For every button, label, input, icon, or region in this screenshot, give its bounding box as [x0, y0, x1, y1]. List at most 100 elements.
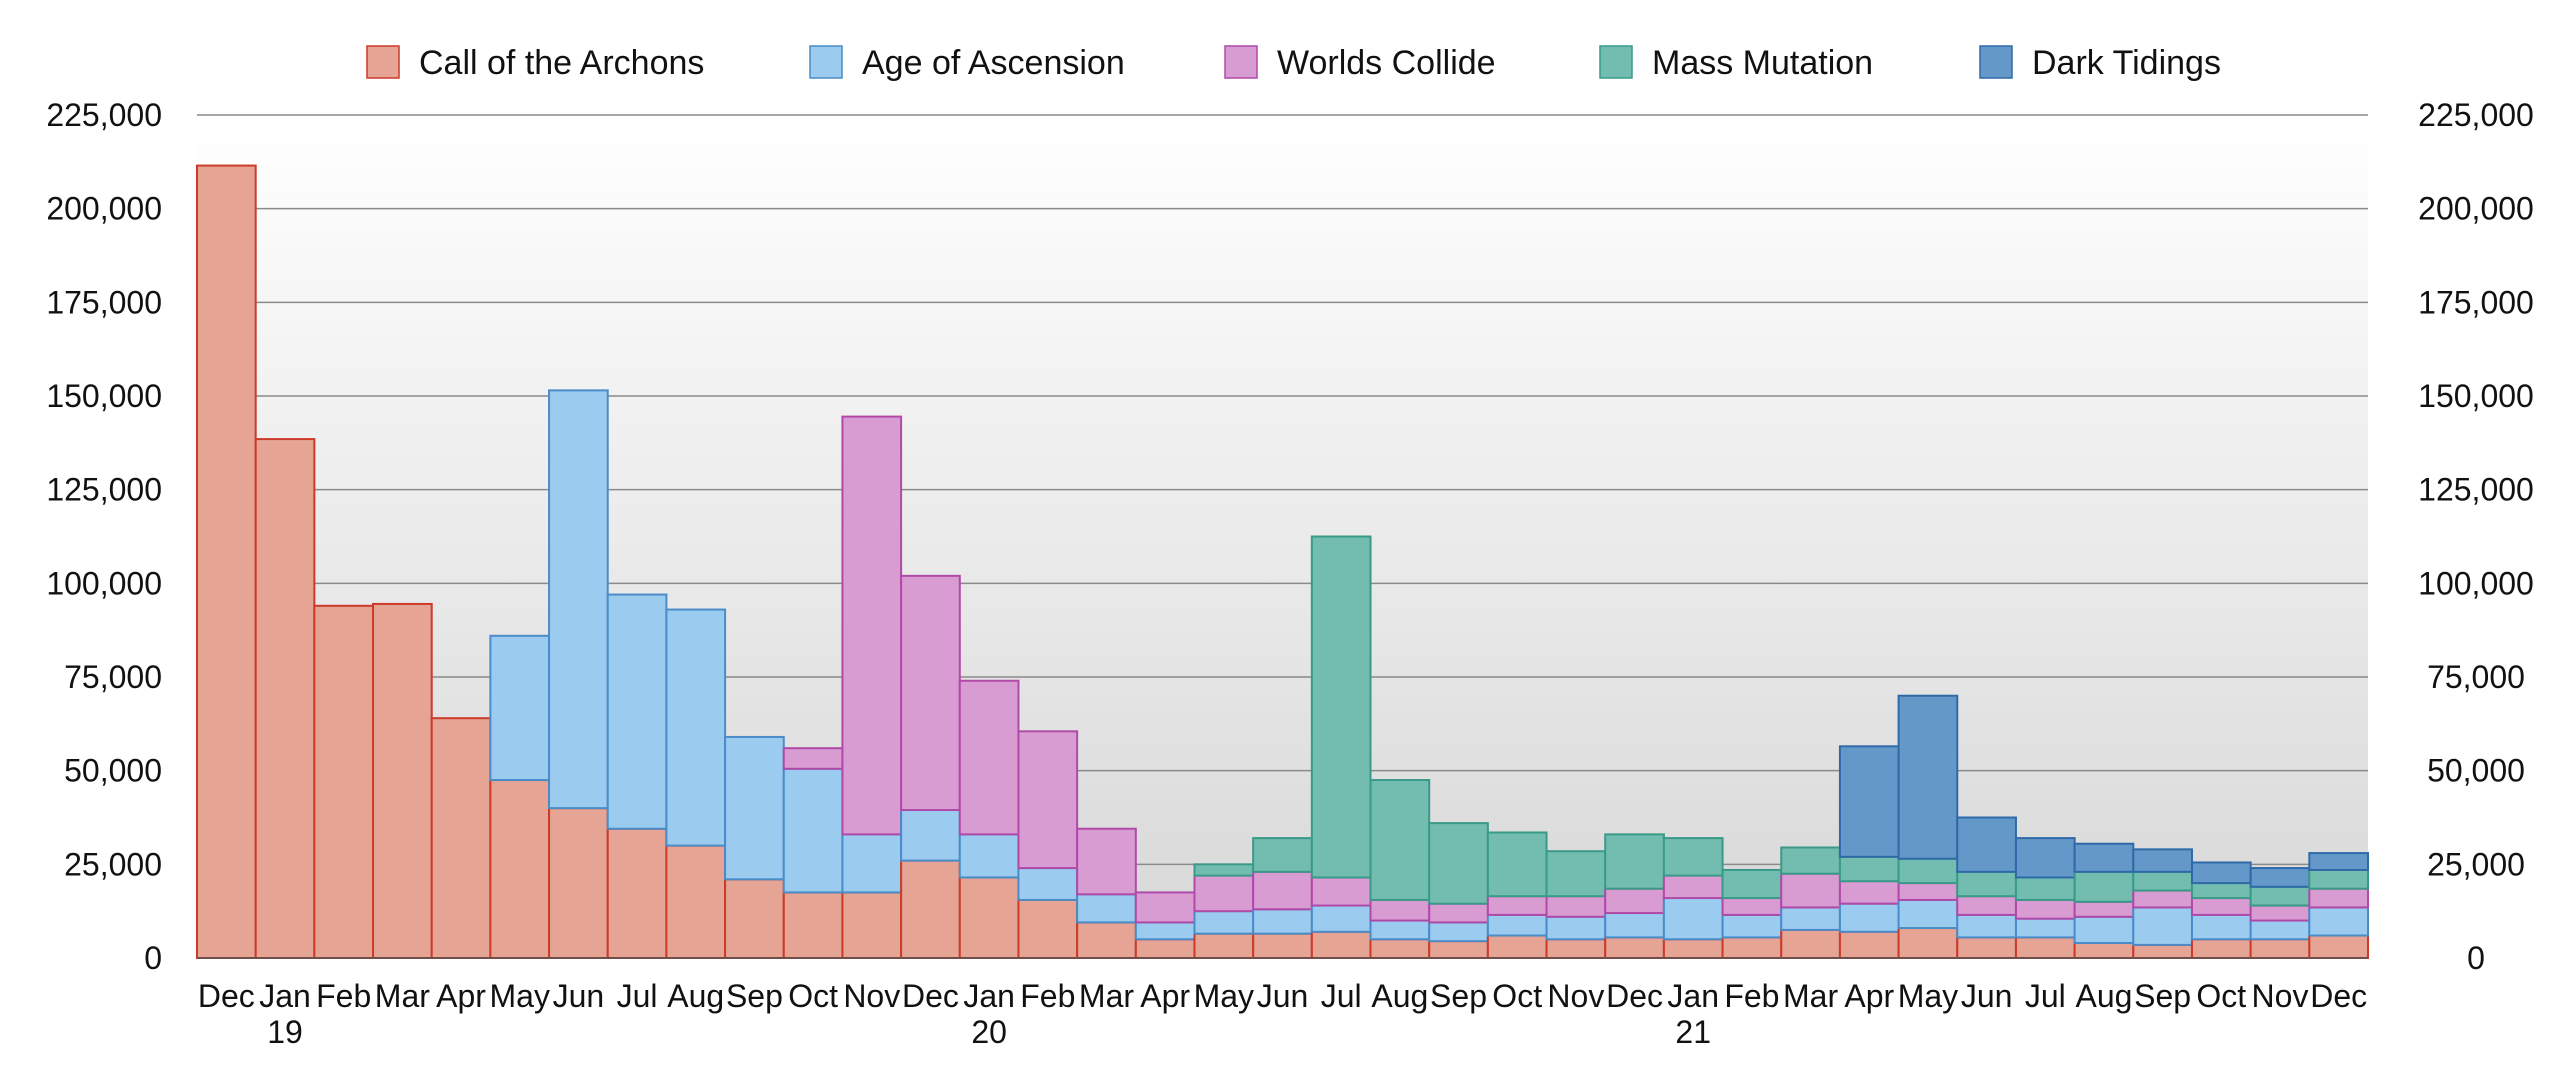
x-tick-label: Oct: [788, 978, 838, 1014]
bar-segment: [1662, 938, 1724, 960]
bar-segment: [1369, 779, 1431, 901]
bar-segment: [2073, 870, 2135, 903]
bar-segment: [1369, 938, 1431, 960]
x-tick-label: Mar: [1079, 978, 1134, 1014]
bar-segment: [1252, 932, 1313, 960]
y-tick-label-right: 75,000: [2427, 659, 2525, 695]
bar-segment: [1604, 936, 1665, 960]
x-tick-label: Oct: [1492, 978, 1542, 1014]
bar-segment: [1956, 895, 2017, 916]
y-tick-label-left: 200,000: [46, 191, 162, 227]
x-tick-label: Aug: [1371, 978, 1428, 1014]
legend-swatch: [1979, 45, 2013, 79]
bar-segment: [1486, 831, 1548, 898]
x-tick-label: Dec: [902, 978, 959, 1014]
bar-segment: [900, 809, 961, 862]
bar-segment: [2190, 882, 2252, 900]
bar-segment: [1956, 870, 2017, 898]
x-year-label: 19: [267, 1014, 303, 1050]
bar-segment: [1897, 694, 1959, 860]
bar-segment: [2014, 837, 2076, 879]
x-tick-label: Sep: [726, 978, 783, 1014]
bar-segment: [1428, 822, 1489, 905]
bar-segment: [1193, 910, 1255, 935]
x-tick-label: Jun: [553, 978, 605, 1014]
x-tick-label: Feb: [1724, 978, 1779, 1014]
x-year-label: 20: [971, 1014, 1007, 1050]
bar-segment: [1076, 893, 1137, 924]
bar-segment: [1838, 880, 1900, 905]
bar-segment: [1956, 936, 2017, 960]
legend-label: Worlds Collide: [1277, 44, 1496, 82]
x-tick-label: Apr: [1140, 978, 1190, 1014]
bar-segment: [2308, 934, 2370, 960]
x-tick-label: Nov: [843, 978, 900, 1014]
bar-segment: [1662, 874, 1724, 900]
bar-segment: [1545, 938, 1607, 960]
bar-segment: [1662, 837, 1724, 877]
bar-segment: [900, 574, 961, 812]
bar-segment: [2249, 885, 2311, 907]
bar-segment: [1838, 930, 1900, 960]
bar-segment: [1310, 904, 1372, 933]
bar-segment: [1428, 940, 1489, 960]
bar-segment: [1017, 730, 1079, 870]
bar-segment: [489, 634, 551, 782]
y-tick-label-right: 225,000: [2418, 97, 2534, 133]
y-tick-label-left: 225,000: [46, 97, 162, 133]
bar-segment: [1662, 897, 1724, 941]
x-tick-label: Feb: [1020, 978, 1075, 1014]
bar-segment: [1252, 908, 1313, 935]
legend-swatch: [809, 45, 843, 79]
bar-segment: [372, 602, 433, 959]
bar-segment: [2073, 842, 2135, 873]
bar-segment: [254, 438, 316, 959]
bar-segment: [2014, 898, 2076, 920]
y-tick-label-right: 150,000: [2418, 378, 2534, 414]
bar-segment: [1838, 902, 1900, 933]
x-tick-label: Dec: [198, 978, 255, 1014]
bar-segment: [1193, 874, 1255, 913]
bar-segment: [1545, 895, 1607, 918]
x-tick-label: May: [489, 978, 549, 1014]
y-tick-label-left: 0: [144, 940, 162, 976]
bar-segment: [1545, 850, 1607, 898]
bar-segment: [1721, 936, 1783, 960]
bar-segment: [2249, 867, 2311, 888]
bar-segment: [1369, 898, 1431, 922]
bar-segment: [1604, 887, 1665, 915]
y-tick-label-left: 175,000: [46, 284, 162, 320]
legend-swatch: [366, 45, 400, 79]
bar-segment: [1428, 921, 1489, 943]
bar-segment: [1545, 915, 1607, 941]
bar-segment: [2132, 906, 2193, 946]
x-tick-label: Mar: [375, 978, 430, 1014]
bar-segment: [1486, 895, 1548, 916]
bar-segment: [1897, 898, 1959, 930]
bar-segment: [1017, 867, 1079, 901]
x-tick-label: Jan: [963, 978, 1015, 1014]
bar-segment: [724, 735, 785, 881]
y-tick-label-left: 150,000: [46, 378, 162, 414]
x-tick-label: May: [1194, 978, 1254, 1014]
x-tick-label: Sep: [1430, 978, 1487, 1014]
y-tick-label-right: 175,000: [2418, 284, 2534, 320]
bar-segment: [1310, 930, 1372, 960]
bar-segment: [489, 779, 551, 960]
x-tick-label: May: [1898, 978, 1958, 1014]
bar-segment: [1486, 934, 1548, 960]
bar-segment: [1956, 816, 2017, 873]
bars: [196, 164, 2370, 960]
bar-segment: [782, 767, 844, 894]
bar-segment: [2132, 889, 2193, 909]
bar-segment: [1780, 846, 1841, 875]
bar-segment: [1956, 913, 2017, 939]
bar-segment: [958, 679, 1020, 836]
legend-label: Mass Mutation: [1652, 44, 1873, 82]
bar-segment: [1838, 745, 1900, 858]
legend: Call of the Archons Age of Ascension World…: [366, 44, 2221, 82]
x-tick-label: Jan: [1667, 978, 1719, 1014]
bar-segment: [2308, 852, 2370, 871]
bar-segment: [841, 415, 903, 836]
